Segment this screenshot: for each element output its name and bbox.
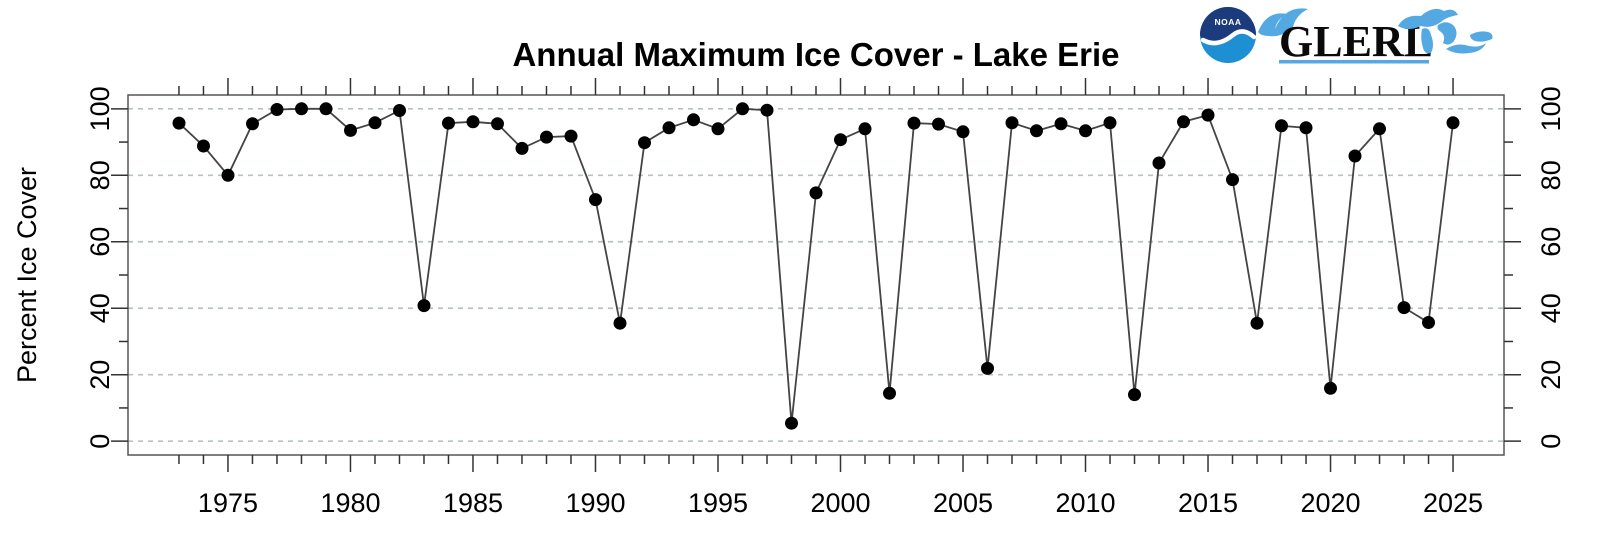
data-point — [221, 168, 235, 182]
x-tick-label: 1995 — [688, 488, 748, 518]
data-point — [883, 386, 896, 400]
data-point — [246, 117, 259, 131]
y-tick-label: 80 — [1536, 160, 1566, 190]
y-tick-label: 40 — [85, 293, 115, 323]
data-point — [785, 416, 798, 430]
data-point — [858, 122, 872, 136]
data-series — [172, 102, 1460, 430]
data-point — [393, 104, 406, 117]
x-tick-label: 2000 — [810, 488, 870, 518]
data-point — [540, 130, 553, 144]
data-point — [1275, 119, 1288, 133]
data-point — [270, 103, 284, 116]
data-point — [1299, 121, 1313, 135]
y-tick-label: 20 — [85, 360, 115, 390]
y-tick-label: 100 — [85, 86, 115, 131]
data-point — [956, 125, 970, 139]
y-axis-title: Percent Ice Cover — [12, 167, 42, 383]
y-axis-labels-left: 0 20 40 60 80 100 — [85, 86, 115, 448]
data-point — [417, 299, 431, 313]
data-point — [613, 316, 627, 330]
data-point — [368, 116, 382, 130]
data-point — [687, 113, 700, 127]
data-point — [344, 123, 357, 137]
y-axis-labels-right: 0 20 40 60 80 100 — [1536, 86, 1566, 448]
y-tick-label: 60 — [85, 227, 115, 257]
data-point — [1201, 108, 1215, 122]
x-tick-label: 2015 — [1178, 488, 1238, 518]
great-lakes-map-icon — [1398, 8, 1493, 54]
data-point — [1005, 116, 1019, 130]
data-point — [1128, 388, 1141, 402]
glerl-logo: NOAA GLERL — [1195, 2, 1505, 74]
y-tick-label: 40 — [1536, 293, 1566, 323]
data-point — [1250, 316, 1264, 330]
data-point — [834, 133, 847, 147]
x-tick-label: 1980 — [320, 488, 380, 518]
data-point — [1177, 115, 1190, 129]
data-point — [1152, 156, 1166, 170]
axis-ticks — [111, 78, 1521, 472]
x-axis-labels: 1975 1980 1985 1990 1995 2000 2005 2010 2015 2020… — [198, 488, 1483, 518]
data-point — [662, 121, 676, 135]
data-point — [907, 116, 921, 130]
data-point — [466, 115, 480, 129]
y-tick-label: 0 — [85, 434, 115, 449]
data-point — [1348, 149, 1362, 163]
data-point — [1103, 116, 1117, 130]
glerl-underline — [1279, 60, 1429, 64]
y-tick-label: 0 — [1536, 434, 1566, 449]
data-point — [442, 116, 455, 130]
data-point — [1422, 316, 1435, 329]
data-point — [638, 136, 651, 150]
x-tick-label: 2020 — [1300, 488, 1360, 518]
data-point — [1373, 122, 1386, 136]
data-point — [197, 139, 210, 153]
gridlines — [128, 107, 1504, 443]
data-point — [589, 193, 602, 207]
data-line — [178, 107, 1454, 424]
noaa-wordmark: NOAA — [1214, 17, 1241, 27]
data-point — [981, 361, 994, 375]
data-point — [809, 186, 823, 200]
x-tick-label: 2005 — [933, 488, 993, 518]
data-point — [515, 141, 529, 155]
y-tick-label: 20 — [1536, 360, 1566, 390]
data-point — [564, 129, 578, 143]
wave-swoosh-icon — [1258, 8, 1308, 37]
data-point — [1324, 381, 1337, 395]
data-point — [295, 102, 308, 116]
y-tick-label: 60 — [1536, 227, 1566, 257]
data-point — [1030, 124, 1043, 138]
plot-box — [127, 94, 1505, 456]
data-point — [1054, 117, 1068, 131]
data-point — [1226, 173, 1239, 187]
y-tick-label: 100 — [1536, 86, 1566, 131]
data-point — [1446, 116, 1460, 130]
data-point — [711, 122, 725, 136]
x-tick-label: 1990 — [565, 488, 625, 518]
data-point — [319, 102, 333, 116]
data-point — [932, 117, 945, 131]
noaa-emblem-icon: NOAA — [1200, 7, 1257, 63]
data-point — [736, 102, 749, 116]
x-tick-label: 1985 — [443, 488, 503, 518]
data-point — [491, 117, 504, 131]
x-tick-label: 2025 — [1423, 488, 1483, 518]
data-point — [172, 116, 186, 130]
glerl-logo-graphic: NOAA GLERL — [1200, 7, 1493, 66]
data-point — [760, 103, 774, 117]
x-tick-label: 1975 — [198, 488, 258, 518]
data-point — [1079, 124, 1092, 138]
x-tick-label: 2010 — [1055, 488, 1115, 518]
data-point — [1397, 301, 1411, 315]
y-tick-label: 80 — [85, 160, 115, 190]
chart-title: Annual Maximum Ice Cover - Lake Erie — [512, 36, 1119, 73]
